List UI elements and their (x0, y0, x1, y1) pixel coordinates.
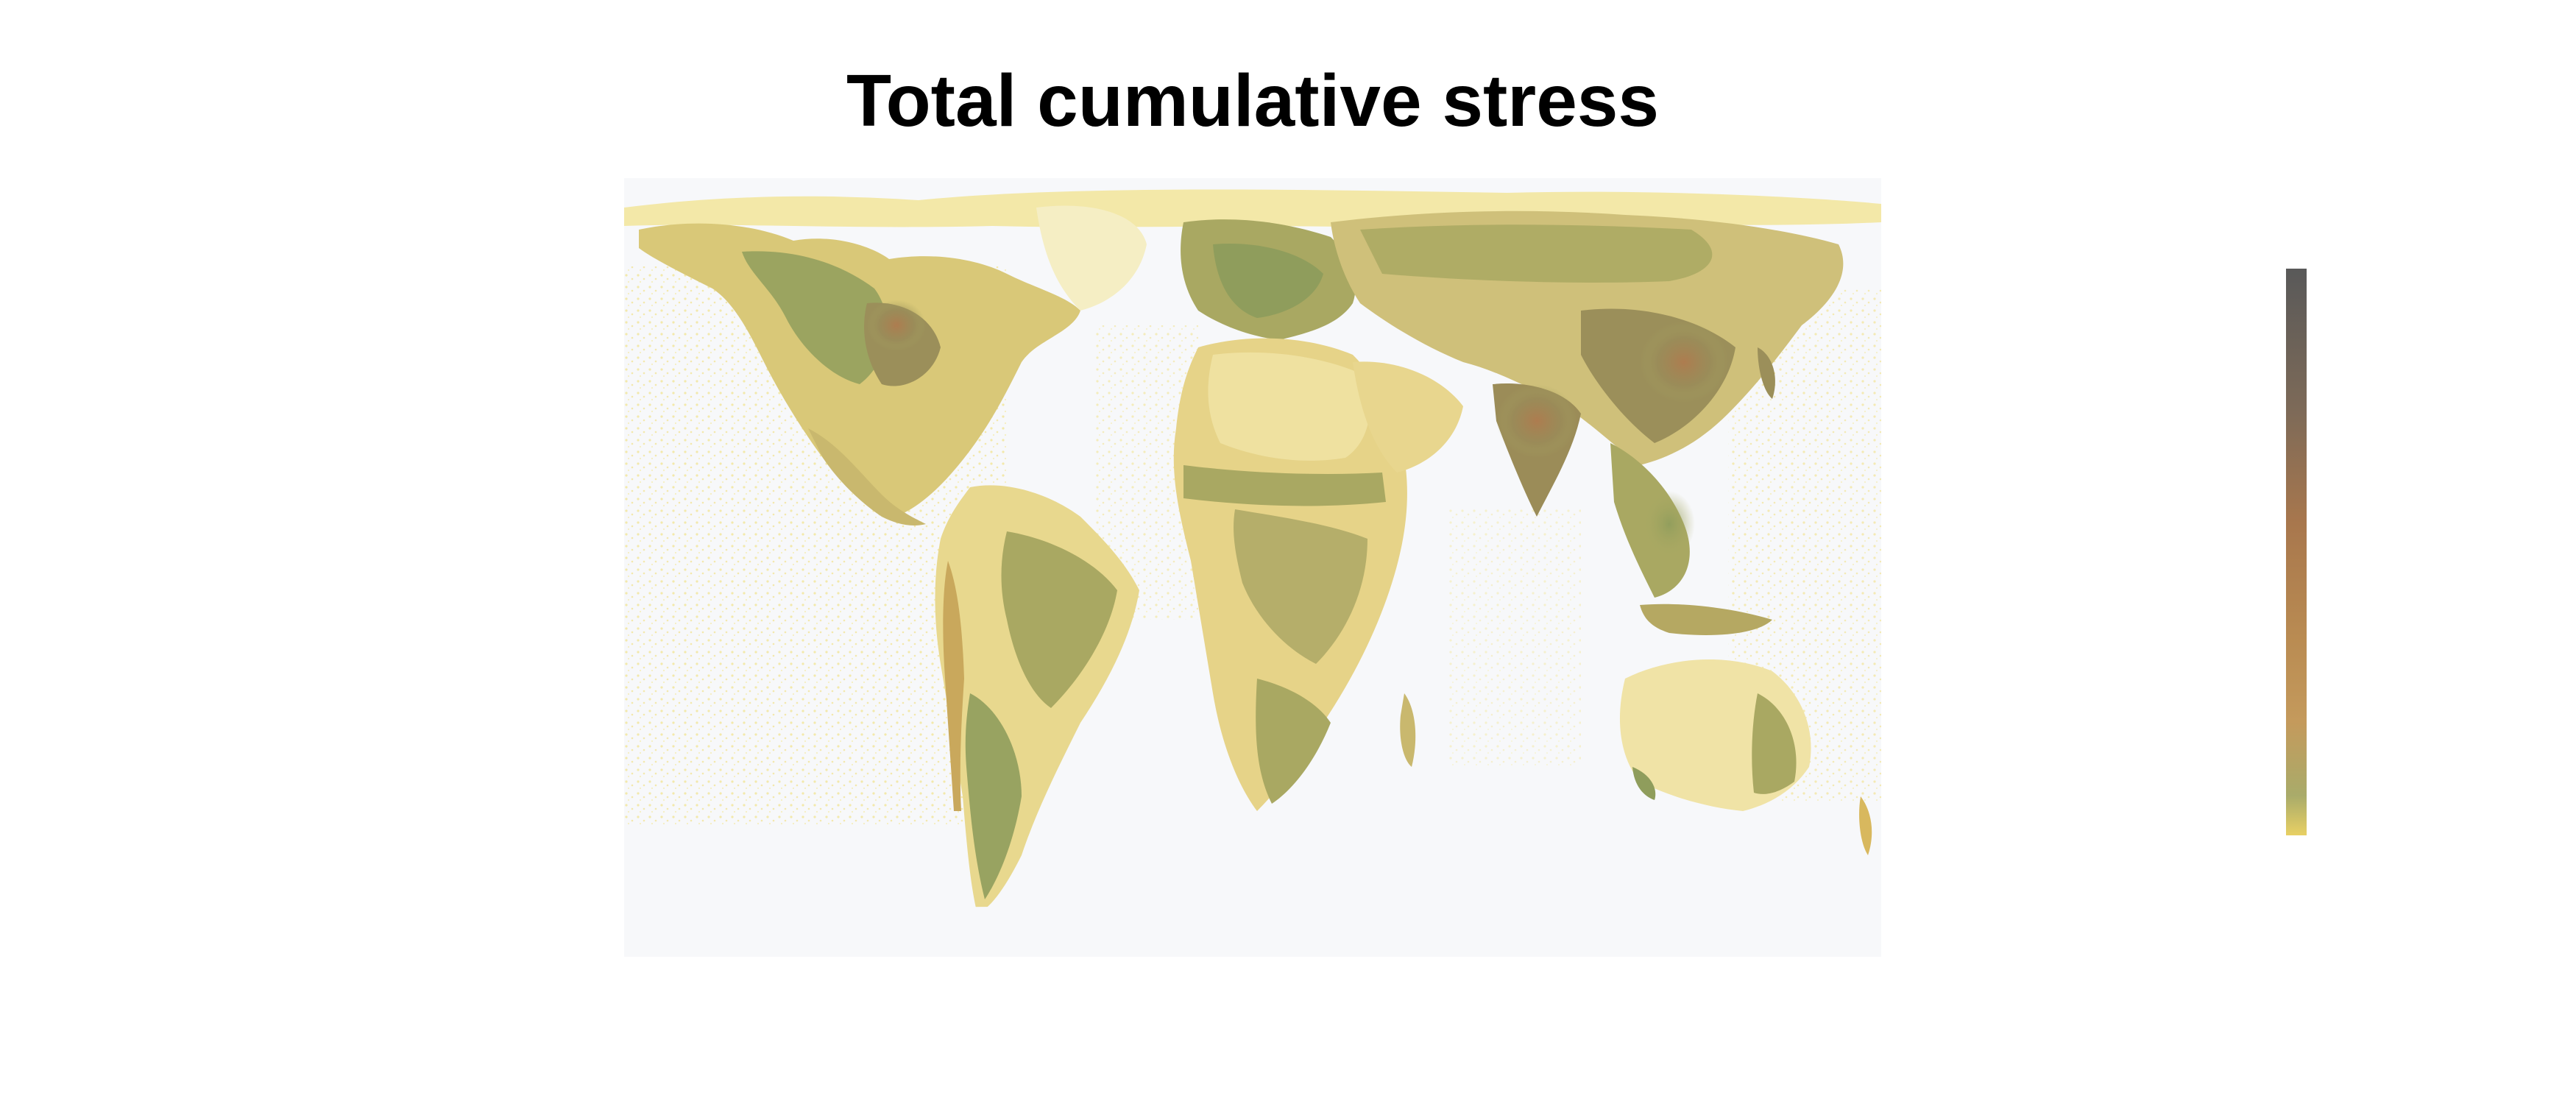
hotspot-india (1496, 384, 1577, 458)
region-europe-core (1213, 244, 1323, 318)
landmass-greenland (1036, 205, 1147, 311)
landmass-madagascar (1400, 693, 1416, 767)
world-stress-map (624, 178, 1881, 957)
region-sahara (1208, 352, 1370, 461)
hotspot-eastern-us (867, 300, 926, 351)
ocean-stress-band-indian (1448, 509, 1581, 767)
region-siberia (1360, 224, 1713, 283)
hotspot-southeast-asia (1643, 491, 1695, 557)
region-eastern-australia (1752, 693, 1797, 794)
region-southern-cone (965, 693, 1022, 899)
region-southwest-australia (1632, 767, 1656, 800)
landmass-japan (1758, 347, 1775, 399)
landmass-new-zealand (1859, 796, 1872, 855)
landmass-indonesia (1640, 604, 1772, 635)
map-title: Total cumulative stress (846, 60, 1660, 142)
region-central-africa (1234, 509, 1367, 664)
region-sahel (1183, 465, 1386, 506)
region-north-america-core (742, 251, 888, 384)
hotspot-east-china (1640, 322, 1728, 403)
region-brazil (1001, 531, 1117, 708)
region-mexico (808, 428, 926, 526)
region-andes (943, 561, 964, 811)
landmass-arabia (1353, 361, 1463, 473)
landmass-antarctica (624, 906, 1881, 957)
color-scale-legend (2286, 269, 2307, 835)
legend-gradient (2286, 269, 2307, 835)
region-southern-africa (1256, 679, 1331, 804)
